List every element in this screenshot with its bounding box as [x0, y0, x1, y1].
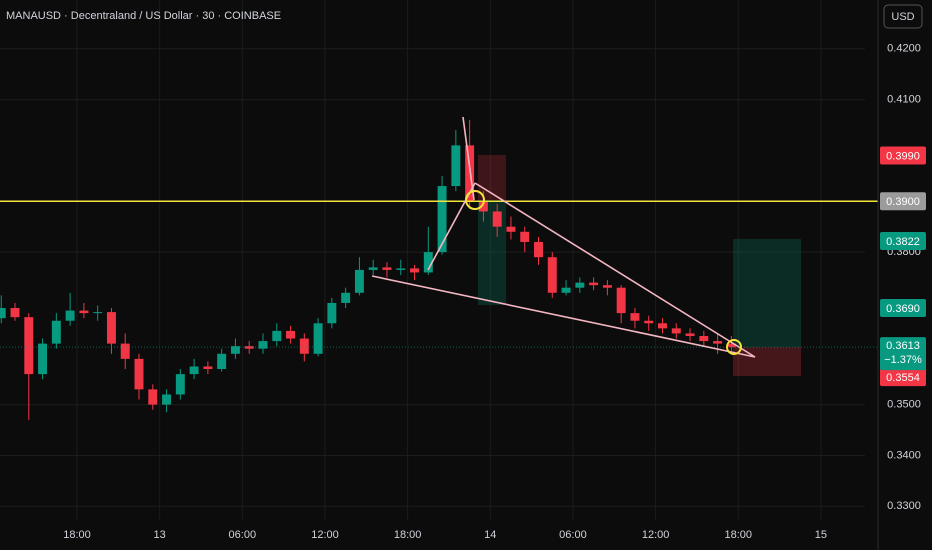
x-tick-label: 18:00: [724, 529, 752, 541]
x-tick-label: 12:00: [642, 529, 670, 541]
x-tick-label: 12:00: [311, 529, 339, 541]
candle-body: [465, 145, 475, 202]
x-tick-label: 18:00: [63, 529, 91, 541]
candle-body: [327, 302, 337, 324]
currency-button[interactable]: [883, 4, 923, 29]
price-marker: [880, 231, 926, 250]
candle-body: [354, 269, 364, 293]
y-tick-label: 0.4200: [887, 43, 921, 55]
trend-line: [371, 275, 756, 358]
candle-body: [492, 211, 502, 227]
candle-body: [24, 317, 34, 375]
candle-body: [134, 358, 144, 390]
candle-body: [671, 328, 681, 334]
candle-body: [51, 320, 61, 344]
trend-line: [474, 182, 756, 358]
currency-label[interactable]: USD: [891, 11, 914, 23]
candle-body: [148, 389, 158, 405]
candle-body: [0, 308, 6, 319]
candle-body: [685, 333, 695, 336]
last-price-label: 0.3613: [886, 340, 920, 352]
candle-body: [396, 268, 406, 270]
price-marker-label: 0.3554: [886, 372, 920, 384]
candle-body: [437, 186, 447, 253]
candle-body: [65, 310, 75, 321]
candle-body: [203, 366, 213, 370]
long-stop-zone: [733, 347, 801, 376]
candle-body: [162, 394, 172, 405]
candle-body: [423, 252, 433, 273]
candle-body: [299, 338, 309, 354]
candle-body: [382, 267, 392, 270]
candle-body: [93, 312, 103, 314]
long-target-zone: [733, 239, 801, 347]
candle-body: [341, 292, 351, 303]
candle-body: [189, 366, 199, 375]
candle-body: [616, 287, 626, 314]
candle-body: [644, 320, 654, 324]
candle-body: [79, 310, 89, 314]
highlight-circle: [465, 190, 485, 210]
candle-body: [286, 330, 296, 339]
x-tick-label: 13: [154, 529, 166, 541]
short-target-zone: [478, 200, 506, 305]
candle-body: [478, 201, 488, 212]
y-tick-label: 0.3400: [887, 449, 921, 461]
short-stop-zone: [478, 155, 506, 200]
candle-body: [10, 308, 20, 318]
x-tick-label: 14: [484, 529, 496, 541]
x-tick-label: 18:00: [394, 529, 422, 541]
price-axis: 0.42000.41000.38000.35000.34000.33000.39…: [877, 0, 926, 550]
candle-body: [106, 312, 116, 344]
candle-body: [726, 343, 736, 348]
candle-body: [258, 341, 268, 349]
plot: [0, 119, 878, 420]
price-marker: [880, 299, 926, 318]
candle-body: [602, 285, 612, 288]
candle-body: [575, 282, 585, 288]
x-tick-label: 06:00: [559, 529, 587, 541]
y-tick-label: 0.3500: [887, 399, 921, 411]
last-price-change: −1.37%: [884, 354, 922, 366]
candle-body: [506, 226, 516, 232]
trend-line: [462, 116, 475, 201]
candle-body: [630, 313, 640, 321]
candle-body: [410, 268, 419, 273]
y-tick-label: 0.4100: [887, 94, 921, 106]
candle-body: [120, 343, 130, 359]
grid: [0, 0, 865, 520]
candle-body: [368, 267, 378, 270]
price-marker-label: 0.3900: [886, 196, 920, 208]
price-marker: [880, 146, 926, 165]
price-marker: [880, 368, 926, 387]
x-tick-label: 15: [815, 529, 827, 541]
x-tick-label: 06:00: [229, 529, 257, 541]
price-marker-label: 0.3822: [886, 236, 920, 248]
price-marker-label: 0.3690: [886, 303, 920, 315]
y-tick-label: 0.3300: [887, 500, 921, 512]
price-marker-label: 0.3990: [886, 150, 920, 162]
candle-body: [658, 323, 667, 329]
chart-title: MANAUSD · Decentraland / US Dollar · 30 …: [6, 10, 281, 22]
last-price-marker: [880, 337, 926, 371]
candle-body: [217, 353, 227, 370]
candle-body: [230, 346, 240, 354]
candle-body: [699, 335, 709, 342]
candle-body: [534, 241, 543, 258]
candle-body: [272, 330, 282, 342]
price-marker: [880, 192, 926, 211]
candle-body: [175, 374, 185, 395]
candle-body: [713, 341, 723, 344]
candle-body: [561, 287, 571, 293]
candle-body: [313, 323, 323, 354]
candle-body: [451, 145, 461, 187]
candle-body: [520, 231, 530, 242]
candle-body: [589, 282, 599, 286]
highlight-circle: [726, 339, 742, 355]
candle-body: [38, 343, 48, 375]
candle-body: [547, 257, 557, 293]
